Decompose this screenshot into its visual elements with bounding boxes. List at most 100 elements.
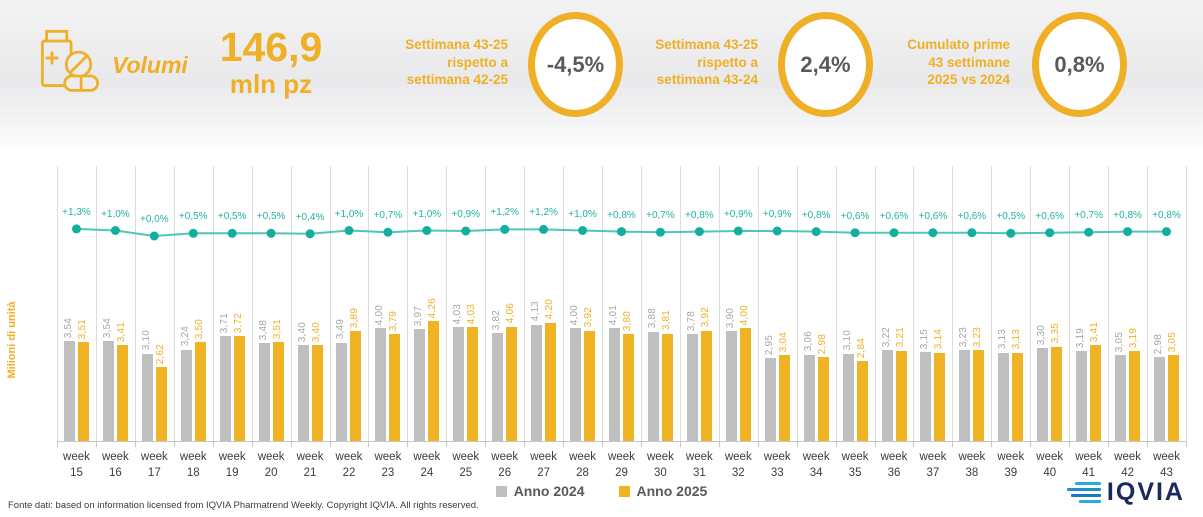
kpi-circle-week-vs-prev-year: 2,4% bbox=[778, 12, 873, 117]
gridline bbox=[757, 166, 759, 442]
bar-value-label: 4,06 bbox=[505, 303, 517, 324]
line-dot bbox=[928, 228, 938, 238]
line-dot bbox=[344, 226, 354, 235]
gridline bbox=[251, 166, 253, 442]
bar-value-label: 3,23 bbox=[972, 326, 984, 347]
gridline bbox=[952, 166, 954, 442]
gridline bbox=[796, 166, 798, 442]
bar-anno-2025 bbox=[584, 330, 596, 441]
x-axis-tick bbox=[1186, 442, 1187, 447]
x-axis-tick bbox=[640, 442, 642, 447]
x-axis-tick bbox=[1147, 442, 1149, 447]
bar-anno-2025 bbox=[700, 330, 712, 441]
x-axis-tick bbox=[290, 442, 292, 447]
gridline bbox=[485, 166, 487, 442]
growth-pct-label: +0,7% bbox=[1074, 210, 1103, 222]
legend-label: Anno 2025 bbox=[636, 483, 708, 499]
line-dot bbox=[539, 224, 549, 234]
gridline bbox=[407, 166, 409, 442]
growth-pct-label: +1,0% bbox=[568, 208, 597, 220]
bar-value-label: 4,00 bbox=[569, 304, 581, 326]
gridline bbox=[290, 166, 292, 442]
bar-value-label: 3,51 bbox=[76, 318, 88, 339]
gridline bbox=[212, 166, 214, 442]
bar-value-label: 2,95 bbox=[763, 334, 775, 355]
x-axis-category: week 18 bbox=[179, 451, 207, 479]
legend-item-anno-2025: Anno 2025 bbox=[618, 483, 708, 499]
x-axis-category: week 31 bbox=[685, 451, 713, 479]
bar-anno-2024 bbox=[647, 331, 659, 441]
gridline bbox=[134, 166, 136, 442]
gridline bbox=[368, 166, 370, 442]
bar-value-label: 3,89 bbox=[349, 308, 361, 329]
bar-value-label: 3,21 bbox=[894, 327, 906, 348]
x-axis-category: week 26 bbox=[491, 451, 519, 479]
bar-value-label: 3,81 bbox=[660, 310, 672, 331]
bar-anno-2025 bbox=[233, 336, 245, 441]
kpi-circle-week-vs-prev-week: -4,5% bbox=[528, 12, 623, 117]
bar-anno-2025 bbox=[350, 331, 362, 441]
x-axis-tick bbox=[952, 442, 954, 447]
bar-anno-2024 bbox=[609, 327, 620, 441]
bar-anno-2024 bbox=[258, 342, 270, 441]
bar-value-label: 3,54 bbox=[62, 317, 74, 339]
bar-value-label: 3,90 bbox=[724, 307, 736, 328]
line-dot bbox=[1084, 227, 1094, 237]
x-axis-category: week 23 bbox=[374, 451, 402, 479]
growth-pct-label: +0,5% bbox=[996, 211, 1026, 223]
line-dot bbox=[733, 226, 743, 236]
bar-anno-2025 bbox=[973, 349, 985, 441]
bar-anno-2024 bbox=[180, 349, 192, 441]
x-axis-tick bbox=[329, 442, 331, 447]
medicine-icon bbox=[40, 29, 100, 92]
gridline bbox=[524, 166, 526, 442]
line-dot bbox=[227, 228, 237, 238]
x-axis-category: week 15 bbox=[63, 451, 90, 479]
bar-value-label: 3,97 bbox=[413, 305, 425, 326]
bar-anno-2024 bbox=[102, 341, 114, 441]
bar-value-label: 3,72 bbox=[232, 312, 244, 334]
bar-anno-2025 bbox=[1090, 344, 1102, 441]
x-axis-category: week 36 bbox=[880, 451, 908, 479]
kpi-label-week-vs-prev-year: Settimana 43-25 rispetto a settimana 43-… bbox=[655, 37, 758, 88]
page-title: Volumi bbox=[112, 52, 188, 78]
bar-anno-2025 bbox=[428, 320, 440, 441]
bar-value-label: 3,92 bbox=[583, 307, 595, 328]
bar-anno-2025 bbox=[155, 367, 167, 441]
growth-pct-label: +0,8% bbox=[1113, 209, 1142, 221]
bar-anno-2025 bbox=[778, 355, 790, 441]
x-axis-tick bbox=[991, 442, 993, 447]
bar-anno-2025 bbox=[545, 322, 557, 441]
line-dot bbox=[889, 228, 899, 238]
bar-anno-2025 bbox=[895, 350, 907, 441]
bar-value-label: 2,62 bbox=[154, 343, 166, 365]
gridline bbox=[57, 166, 58, 442]
gridline bbox=[446, 166, 448, 442]
x-axis-tick bbox=[524, 442, 526, 447]
line-dot bbox=[811, 227, 821, 237]
kpi-circle-cumulative: 0,8% bbox=[1032, 12, 1127, 117]
bar-anno-2025 bbox=[856, 360, 868, 441]
x-axis-category: week 17 bbox=[140, 451, 168, 479]
bar-value-label: 3,82 bbox=[491, 310, 503, 331]
bar-anno-2024 bbox=[764, 357, 776, 441]
x-axis-category: week 22 bbox=[335, 451, 363, 479]
x-axis-category: week 41 bbox=[1075, 451, 1103, 479]
x-axis-category: week 32 bbox=[724, 451, 752, 479]
line-dot bbox=[188, 228, 198, 238]
bar-anno-2024 bbox=[998, 352, 1010, 441]
growth-pct-label: +0,5% bbox=[178, 211, 208, 223]
line-dot bbox=[617, 227, 626, 237]
bar-value-label: 3,40 bbox=[310, 321, 322, 343]
bar-value-label: 2,84 bbox=[855, 337, 867, 358]
bar-value-label: 3,05 bbox=[1114, 331, 1126, 352]
bar-anno-2025 bbox=[1051, 346, 1063, 441]
bar-anno-2025 bbox=[817, 357, 829, 441]
growth-pct-label: +0,8% bbox=[1152, 209, 1181, 221]
line-dot bbox=[110, 226, 120, 235]
line-dot bbox=[149, 231, 159, 241]
x-axis-category: week 37 bbox=[919, 451, 947, 479]
bar-value-label: 3,30 bbox=[1036, 324, 1048, 345]
bar-anno-2024 bbox=[141, 353, 153, 441]
